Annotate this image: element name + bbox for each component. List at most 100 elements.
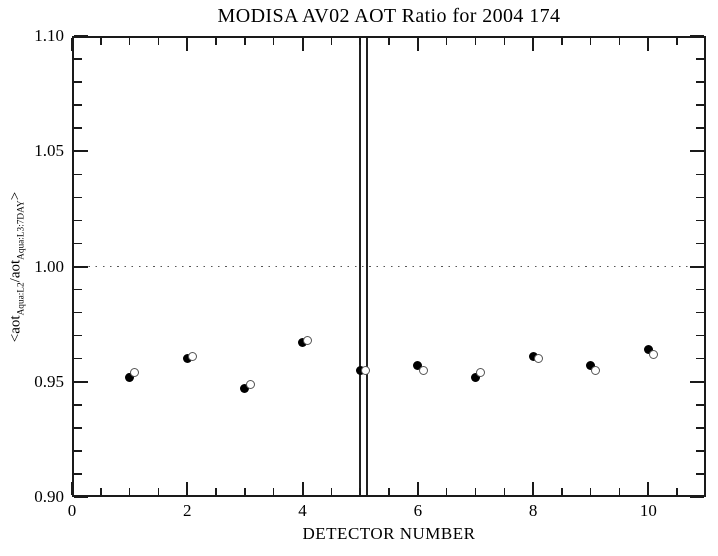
chart-title: MODISA AV02 AOT Ratio for 2004 174 [217, 5, 561, 27]
data-point-filled-circle-detector-6 [413, 361, 423, 371]
x-major-tick-top-10 [647, 38, 650, 51]
data-point-filled-circle-detector-5 [355, 365, 365, 375]
data-point-open-circle-detector-2 [187, 351, 197, 361]
data-point-open-circle-detector-1 [130, 368, 140, 378]
data-point-open-circle-detector-9 [591, 365, 601, 375]
y-minor-tick-1.06 [74, 127, 82, 129]
y-major-tick-right-0.95 [690, 380, 704, 383]
data-point-filled-circle-detector-10 [643, 344, 653, 354]
y-minor-tick-right-1.01 [696, 242, 704, 245]
x-minor-tick-4.5 [330, 488, 333, 495]
y-minor-tick-1.04 [74, 173, 82, 176]
y-minor-tick-right-1.03 [696, 196, 704, 199]
y-minor-tick-0.92 [74, 450, 82, 452]
x-tick-label-4: 4 [298, 501, 307, 520]
x-minor-tick-top-1.5 [157, 38, 160, 45]
x-minor-tick-top-1 [128, 38, 131, 45]
x-minor-tick-8.5 [561, 488, 563, 495]
y-label-suffix: > [7, 191, 24, 200]
y-major-tick-right-1.00 [690, 265, 704, 268]
x-minor-tick-top-9.5 [618, 38, 621, 45]
y-minor-tick-0.98 [74, 311, 82, 314]
x-minor-tick-5 [359, 488, 361, 495]
y-major-tick-right-1.10 [690, 35, 704, 37]
y-minor-tick-right-1.07 [696, 104, 704, 106]
y-label-sub-numerator: Aqua:L2 [16, 281, 27, 315]
y-minor-tick-right-0.97 [696, 334, 704, 337]
y-tick-label-1.00: 1.00 [34, 256, 64, 276]
x-minor-tick-1 [128, 488, 131, 495]
vertical-marker-line-2 [366, 36, 368, 497]
y-minor-tick-right-1.02 [696, 219, 704, 222]
x-minor-tick-top-10.5 [676, 38, 678, 45]
y-minor-tick-right-0.98 [696, 311, 704, 314]
data-point-filled-circle-detector-9 [586, 361, 596, 371]
y-minor-tick-right-0.92 [696, 450, 704, 452]
x-minor-tick-9 [589, 488, 592, 495]
y-major-tick-right-1.05 [690, 150, 704, 153]
y-minor-tick-right-0.93 [696, 427, 704, 429]
y-minor-tick-right-0.96 [696, 357, 704, 360]
y-label-prefix: <aot [7, 314, 24, 342]
y-minor-tick-0.96 [74, 357, 82, 360]
data-point-filled-circle-detector-8 [528, 351, 538, 361]
y-major-tick-0.95 [74, 380, 88, 383]
x-minor-tick-9.5 [618, 488, 621, 495]
data-point-filled-circle-detector-4 [298, 338, 308, 348]
x-minor-tick-top-7.5 [503, 38, 506, 45]
y-tick-label-0.90: 0.90 [34, 487, 64, 506]
y-minor-tick-0.91 [74, 473, 82, 475]
vertical-marker-line-1 [359, 36, 361, 497]
x-minor-tick-2.5 [215, 488, 217, 495]
x-major-tick-top-2 [186, 38, 189, 51]
data-point-open-circle-detector-3 [245, 379, 255, 389]
plot-area [71, 35, 706, 498]
x-major-tick-4 [301, 482, 304, 495]
x-major-tick-top-0 [71, 38, 73, 51]
data-point-open-circle-detector-8 [533, 354, 543, 364]
y-minor-tick-1.09 [74, 58, 82, 60]
y-tick-label-0.95: 0.95 [34, 371, 64, 391]
y-minor-tick-right-0.94 [696, 404, 704, 406]
x-minor-tick-1.5 [157, 488, 160, 495]
y-major-tick-right-0.90 [690, 496, 704, 498]
y-minor-tick-0.97 [74, 334, 82, 337]
y-minor-tick-0.99 [74, 288, 82, 291]
y-minor-tick-1.03 [74, 196, 82, 199]
reference-line-1.00 [74, 265, 704, 268]
data-point-filled-circle-detector-7 [470, 372, 480, 382]
x-minor-tick-top-4.5 [330, 38, 333, 45]
x-minor-tick-top-3 [244, 38, 246, 45]
x-axis-label: DETECTOR NUMBER [302, 524, 476, 543]
x-major-tick-top-4 [301, 38, 304, 51]
y-major-tick-0.90 [74, 496, 88, 498]
x-minor-tick-3 [244, 488, 246, 495]
x-minor-tick-top-3.5 [272, 38, 275, 45]
y-tick-label-1.10: 1.10 [34, 26, 64, 45]
x-tick-label-0: 0 [67, 501, 77, 520]
x-major-tick-top-8 [532, 38, 535, 51]
x-minor-tick-top-5.5 [388, 38, 390, 45]
x-major-tick-8 [532, 482, 535, 495]
x-major-tick-top-6 [416, 38, 419, 51]
x-tick-label-10: 10 [639, 501, 657, 520]
y-minor-tick-1.08 [74, 81, 82, 83]
x-minor-tick-top-9 [589, 38, 592, 45]
y-minor-tick-right-0.99 [696, 288, 704, 291]
x-minor-tick-6.5 [445, 488, 448, 495]
y-minor-tick-0.93 [74, 427, 82, 429]
x-minor-tick-5.5 [388, 488, 390, 495]
x-minor-tick-top-0.5 [100, 38, 102, 45]
x-minor-tick-0.5 [100, 488, 102, 495]
y-minor-tick-right-1.06 [696, 127, 704, 129]
y-major-tick-1.05 [74, 150, 88, 153]
x-tick-label-8: 8 [528, 501, 538, 520]
x-minor-tick-top-8.5 [561, 38, 563, 45]
x-minor-tick-10.5 [676, 488, 678, 495]
y-minor-tick-right-0.91 [696, 473, 704, 475]
x-major-tick-6 [416, 482, 419, 495]
y-major-tick-1.00 [74, 265, 88, 268]
data-point-open-circle-detector-5 [360, 365, 370, 375]
data-point-filled-circle-detector-3 [240, 384, 250, 394]
